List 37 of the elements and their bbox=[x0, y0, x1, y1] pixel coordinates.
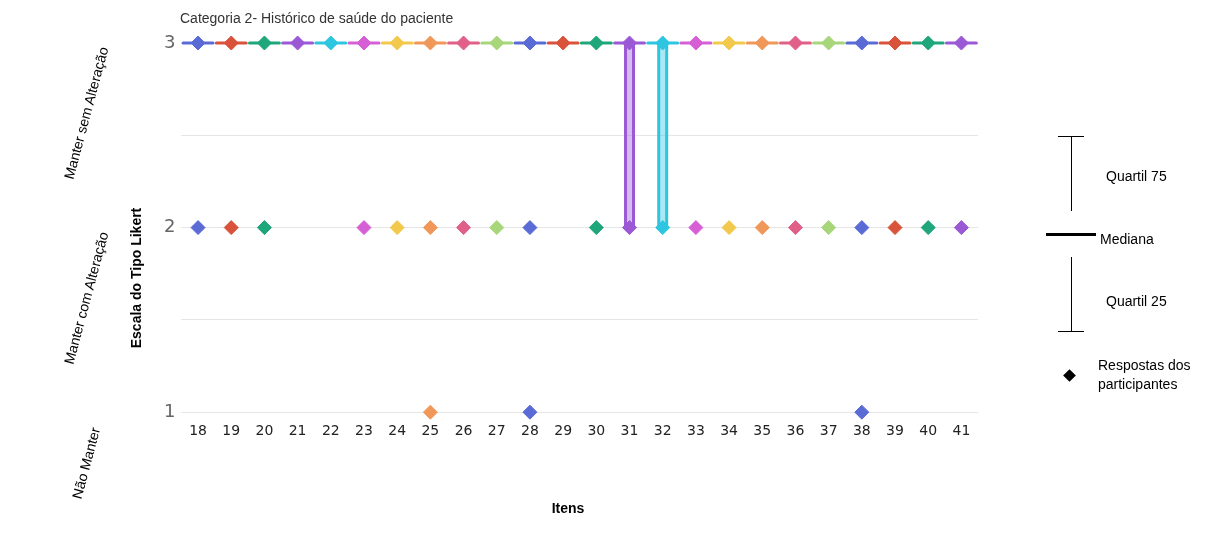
x-tick-label: 21 bbox=[288, 422, 307, 439]
y-tick-label: 3 bbox=[164, 30, 176, 52]
x-tick-label: 22 bbox=[321, 422, 340, 439]
x-tick-label: 39 bbox=[886, 422, 904, 439]
x-tick-label: 19 bbox=[222, 422, 241, 439]
x-tick-label: 35 bbox=[753, 422, 772, 439]
x-tick-label: 25 bbox=[421, 422, 440, 439]
x-tick-label: 28 bbox=[521, 422, 539, 439]
y-tick-label: 1 bbox=[164, 399, 176, 421]
y-tick-label: 2 bbox=[164, 215, 176, 237]
x-tick-label: 41 bbox=[952, 422, 971, 439]
text: Quartil 25 bbox=[1106, 293, 1167, 309]
x-tick-label: 27 bbox=[487, 422, 506, 439]
chart-title: Categoria 2- Histórico de saúde do paciente bbox=[180, 10, 454, 26]
text: Respostas dos participantes bbox=[1098, 356, 1192, 394]
x-tick-label: 26 bbox=[454, 422, 473, 439]
x-tick-label: 40 bbox=[919, 422, 938, 439]
x-tick-label: 24 bbox=[388, 422, 407, 439]
x-tick-label: 29 bbox=[554, 422, 573, 439]
x-axis-title: Itens bbox=[551, 500, 585, 516]
text: Manter com Alteração bbox=[60, 230, 112, 366]
x-tick-label: 37 bbox=[819, 422, 838, 439]
x-tick-label: 30 bbox=[587, 422, 606, 439]
text: Manter sem Alteração bbox=[60, 45, 112, 181]
x-tick-label: 34 bbox=[720, 422, 739, 439]
y-axis-title: Escala do Tipo Likert bbox=[128, 207, 144, 349]
text: Quartil 75 bbox=[1106, 168, 1167, 184]
x-tick-label: 36 bbox=[786, 422, 805, 439]
x-tick-label: 31 bbox=[620, 422, 639, 439]
x-tick-label: 20 bbox=[255, 422, 274, 439]
x-tick-label: 33 bbox=[686, 422, 705, 439]
text: Mediana bbox=[1100, 231, 1154, 247]
x-tick-label: 18 bbox=[189, 422, 207, 439]
x-tick-label: 23 bbox=[355, 422, 373, 439]
text: Não Manter bbox=[68, 425, 104, 501]
x-tick-label: 32 bbox=[653, 422, 672, 439]
x-tick-label: 38 bbox=[852, 422, 871, 439]
